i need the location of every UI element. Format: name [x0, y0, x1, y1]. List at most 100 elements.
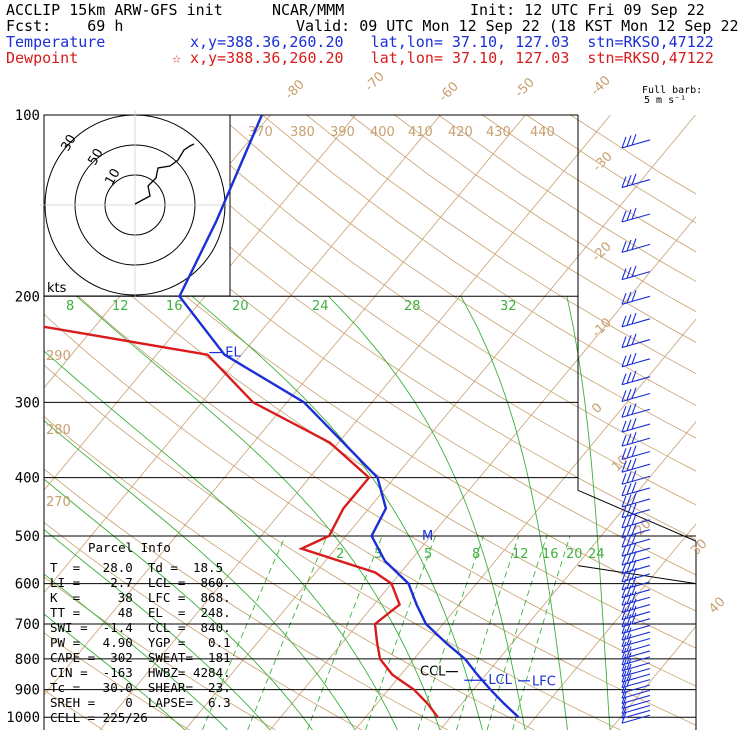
mixing-ratio-label: 12 [512, 547, 529, 562]
theta-label: 370 [248, 125, 273, 140]
parcel-info-row: K = 38 LFC = 868. [50, 590, 231, 605]
isotherm-label: -80 [282, 77, 308, 103]
parcel-info-title: Parcel Info [88, 540, 171, 555]
theta-label: 440 [530, 125, 555, 140]
pressure-label: 600 [15, 577, 40, 593]
parcel-info-row: PW = 4.90 YGP = 0.1 [50, 635, 231, 650]
parcel-info-row: T = 28.0 Td = 18.5 [50, 560, 224, 575]
temperature-legend: Temperature [6, 33, 106, 51]
wind-barb [621, 707, 651, 719]
wind-barb [621, 418, 651, 433]
theta-label: 390 [330, 125, 355, 140]
dewpoint-location: ☆ x,y=388.36,260.20 lat,lon= 37.10, 127.… [172, 49, 714, 67]
barb-key-title: Full barb: [642, 85, 703, 96]
temperature-profile [178, 115, 520, 719]
wind-barb [621, 173, 651, 189]
pressure-label: 200 [15, 289, 40, 305]
parcel-info-row: SREH = 0 LAPSE= 6.3 [50, 695, 231, 710]
lcl-label: LCL [488, 673, 512, 688]
wind-barb [621, 620, 651, 634]
wind-barb [621, 681, 651, 694]
moist-adiabat-label: 16 [166, 299, 183, 314]
wind-barb [621, 598, 651, 614]
moist-adiabat-label: 8 [66, 299, 74, 314]
wind-barb [621, 481, 651, 497]
hodograph-unit: kts [47, 281, 67, 296]
wind-barb [621, 692, 651, 704]
moist-adiabat-label: 28 [404, 299, 421, 314]
wind-barb [621, 513, 651, 529]
wind-barb [621, 687, 651, 699]
wind-barb [621, 652, 651, 666]
isotherm-label: 40 [706, 595, 728, 617]
wind-barb [621, 711, 651, 724]
wind-barb [621, 658, 651, 672]
mixing-ratio-label: 20 [566, 547, 583, 562]
hodograph-ring-label: 50 [85, 146, 106, 168]
theta-label: 380 [290, 125, 315, 140]
wind-barb [621, 290, 651, 305]
isotherm-label: 0 [589, 400, 605, 416]
pressure-label: 700 [15, 617, 40, 633]
moist-adiabat-label: 24 [312, 299, 329, 314]
lfc-label: LFC [532, 674, 556, 689]
mixing-ratio-label: 5 [424, 547, 432, 562]
wind-barb [621, 646, 651, 660]
isotherm-label: -20 [589, 239, 615, 265]
wind-barb [621, 352, 651, 368]
theta-label: 400 [370, 125, 395, 140]
temperature-location: x,y=388.36,260.20 lat,lon= 37.10, 127.03… [190, 33, 714, 51]
el-label: EL [225, 346, 241, 361]
pressure-label: 800 [15, 652, 40, 668]
isotherm-label: 30 [688, 537, 710, 559]
wind-barb [621, 445, 651, 461]
parcel-info-row: Tc = 30.0 SHEAR= 23. [50, 680, 231, 695]
wind-barb [621, 133, 651, 149]
wind-barb [621, 663, 651, 678]
isotherm-label: -70 [362, 69, 388, 95]
dewpoint-legend: Dewpoint [6, 49, 79, 67]
theta-label: 280 [46, 423, 71, 438]
parcel-info-row: CIN = -163 HWBZ= 4284. [50, 665, 231, 680]
agency-label: NCAR/MMM [272, 1, 345, 19]
wind-barb [621, 669, 651, 683]
pressure-label: 300 [15, 395, 40, 411]
wind-barb [621, 583, 651, 599]
parcel-info-row: SWI = -1.4 CCL = 840. [50, 620, 231, 635]
mixing-ratio-label: 2 [336, 547, 344, 562]
hodograph-ring-label: 30 [58, 132, 79, 154]
theta-label: 270 [46, 495, 71, 510]
isotherm-label: -50 [512, 75, 538, 101]
pressure-label: 1000 [6, 710, 40, 726]
wind-barb [621, 238, 651, 253]
mixing-ratio-label: 3 [374, 547, 382, 562]
wind-barb [621, 605, 651, 621]
wind-barb [621, 432, 651, 447]
wind-barb [621, 627, 651, 641]
wind-barb [621, 567, 651, 583]
init-time: Init: 12 UTC Fri 09 Sep 22 [470, 1, 705, 19]
wind-barb [621, 265, 651, 281]
isotherm-label: -40 [588, 73, 614, 99]
wind-barb [621, 370, 651, 386]
parcel-info-row: CAPE = 302 SWEAT= 181 [50, 650, 231, 665]
wind-barb [621, 591, 651, 606]
pressure-label: 400 [15, 471, 40, 487]
theta-label: 410 [408, 125, 433, 140]
pressure-label: 500 [15, 529, 40, 545]
barb-key-unit: 5 m s⁻¹ [644, 95, 687, 106]
moist-adiabat-label: 32 [500, 299, 517, 314]
forecast-hour: Fcst: 69 h [6, 17, 124, 35]
wind-barb [621, 503, 651, 519]
moist-adiabat-label: 20 [232, 299, 249, 314]
valid-time: Valid: 09 UTC Mon 12 Sep 22 (18 KST Mon … [296, 17, 740, 35]
wind-barb [621, 675, 651, 689]
model-title: ACCLIP 15km ARW-GFS init [6, 1, 223, 19]
wind-barb [621, 470, 651, 485]
parcel-info-row: TT = 48 EL = 248. [50, 605, 231, 620]
wind-barb [621, 312, 651, 328]
wind-barb [621, 640, 651, 654]
isotherm-label: -30 [590, 149, 616, 175]
